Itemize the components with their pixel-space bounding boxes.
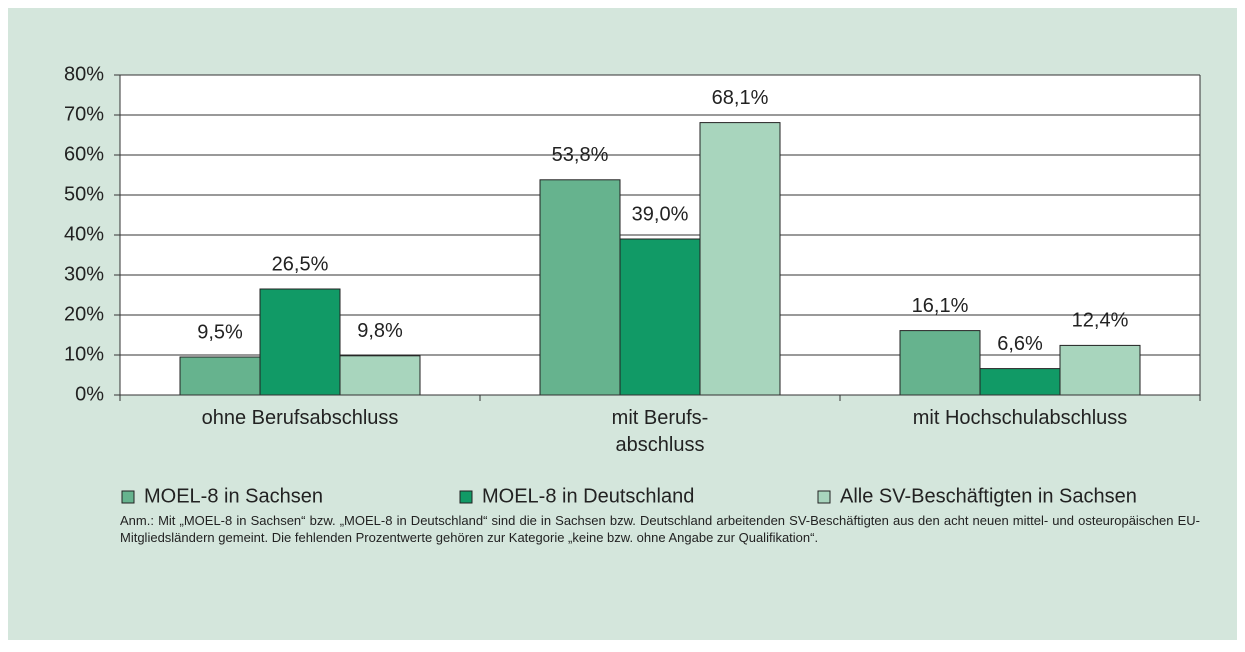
y-tick-label: 20% [64,303,104,325]
data-label: 16,1% [912,295,969,317]
data-label: 53,8% [552,144,609,166]
data-label: 68,1% [712,87,769,109]
bar [699,122,781,396]
data-label: 6,6% [997,333,1043,355]
bar [179,356,261,396]
bar [259,288,341,396]
legend-swatch [121,490,135,504]
legend-label: MOEL-8 in Sachsen [144,485,323,507]
data-label: 39,0% [632,203,689,225]
x-tick-label: ohne Berufsabschluss [202,407,399,429]
y-tick-label: 0% [75,383,104,405]
bar [539,179,621,396]
bar [339,355,421,396]
y-tick-label: 10% [64,343,104,365]
legend-label: Alle SV-Beschäftigten in Sachsen [840,485,1137,507]
bar [979,368,1061,396]
y-tick-label: 50% [64,183,104,205]
data-label: 12,4% [1072,310,1129,332]
x-tick-label: mit Hochschulabschluss [913,407,1128,429]
data-label: 9,5% [197,321,243,343]
y-tick-label: 30% [64,263,104,285]
bar [1059,344,1141,396]
legend-swatch [817,490,831,504]
data-label: 26,5% [272,253,329,275]
bar [899,330,981,396]
y-tick-label: 60% [64,143,104,165]
footnote: Anm.: Mit „MOEL-8 in Sachsen“ bzw. „MOEL… [120,513,1200,545]
x-tick-label: mit Berufs-abschluss [612,407,709,456]
legend-swatch [459,490,473,504]
y-tick-label: 80% [64,63,104,85]
y-tick-label: 70% [64,103,104,125]
y-tick-label: 40% [64,223,104,245]
legend-label: MOEL-8 in Deutschland [482,485,694,507]
bar [619,238,701,396]
data-label: 9,8% [357,320,403,342]
